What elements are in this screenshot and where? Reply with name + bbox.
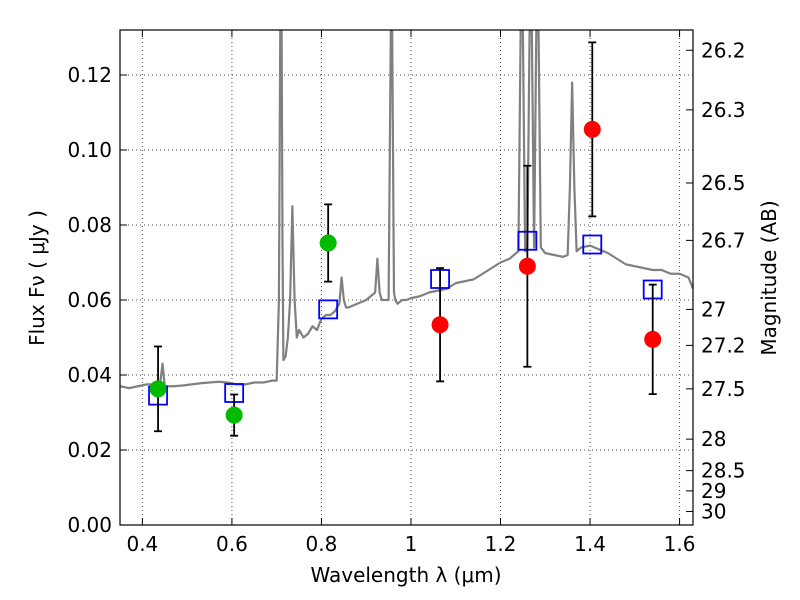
mag-tick-label: 29 <box>701 479 726 503</box>
data-point <box>149 380 167 398</box>
spectrum-line <box>120 30 693 390</box>
plot-background <box>120 30 693 525</box>
data-layer <box>120 30 693 390</box>
y-tick-label: 0.02 <box>67 438 112 462</box>
x-tick-label: 0.8 <box>306 532 338 556</box>
model-photometry-square <box>582 234 603 255</box>
data-point <box>225 406 243 424</box>
right-axis-label: Magnitude (AB) <box>757 200 781 355</box>
mag-tick-label: 27 <box>701 297 726 321</box>
x-tick-label: 1.4 <box>574 532 606 556</box>
mag-tick-label: 26.3 <box>701 98 746 122</box>
tick-labels: 0.4 0.6 0.8 1 1.2 1.4 1.6 0.00 0.02 0.04 0.06 0.08 0… <box>67 38 745 556</box>
y-tick-label: 0.12 <box>67 63 112 87</box>
mag-tick-label: 26.2 <box>701 38 746 62</box>
y-axis-label: Flux Fν ( μJy ) <box>25 210 49 346</box>
plot-frame <box>119 29 694 526</box>
y-tick-label: 0.10 <box>67 138 112 162</box>
data-point <box>644 330 662 348</box>
ticks <box>120 30 693 526</box>
model-photometry-square <box>318 299 339 320</box>
x-tick-label: 1.2 <box>485 532 517 556</box>
data-point <box>518 257 536 275</box>
y-tick-label: 0.04 <box>67 363 112 387</box>
mag-tick-label: 30 <box>701 500 726 524</box>
mag-tick-label: 27.2 <box>701 333 746 357</box>
data-point <box>431 316 449 334</box>
data-point <box>319 234 337 252</box>
x-tick-label: 0.6 <box>216 532 248 556</box>
x-axis-label: Wavelength λ (μm) <box>310 563 501 587</box>
mag-tick-label: 26.7 <box>701 228 746 252</box>
y-tick-label: 0.06 <box>67 288 112 312</box>
mag-tick-label: 28.5 <box>701 459 746 483</box>
x-tick-label: 0.4 <box>126 532 158 556</box>
marker-layer <box>148 41 663 437</box>
mag-tick-label: 28 <box>701 427 726 451</box>
mag-tick-label: 26.5 <box>701 171 746 195</box>
data-point <box>583 120 601 138</box>
mag-tick-label: 27.5 <box>701 377 746 401</box>
grid-lines <box>120 30 693 526</box>
x-tick-label: 1.6 <box>664 532 696 556</box>
x-tick-label: 1 <box>405 532 418 556</box>
y-tick-label: 0.08 <box>67 213 112 237</box>
y-tick-label: 0.00 <box>67 513 112 537</box>
